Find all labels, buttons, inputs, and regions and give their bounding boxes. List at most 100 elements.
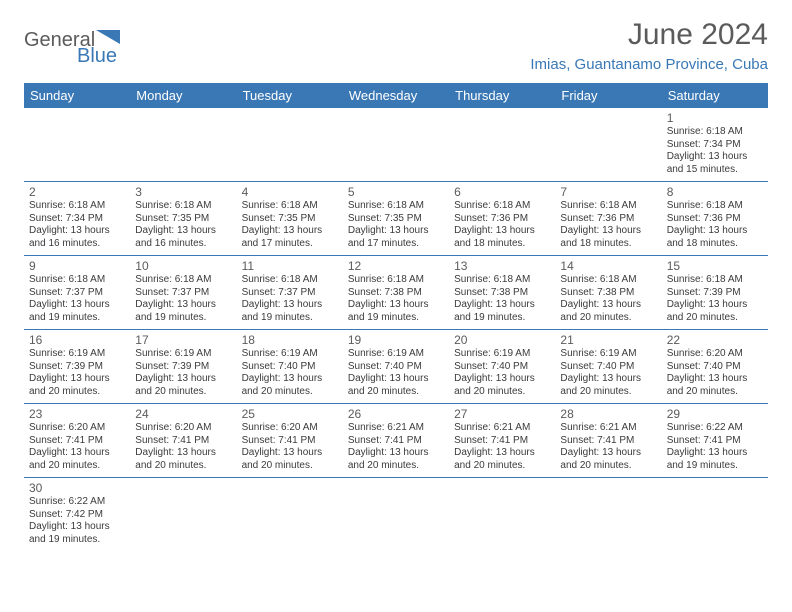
calendar-header-cell: Sunday (24, 83, 130, 108)
day-number: 4 (242, 185, 338, 199)
calendar-cell: 29Sunrise: 6:22 AMSunset: 7:41 PMDayligh… (662, 404, 768, 478)
calendar-cell: 12Sunrise: 6:18 AMSunset: 7:38 PMDayligh… (343, 256, 449, 330)
day-number: 18 (242, 333, 338, 347)
calendar-cell (343, 108, 449, 182)
day-info: Sunrise: 6:20 AMSunset: 7:41 PMDaylight:… (242, 422, 338, 472)
day-number: 14 (560, 259, 656, 273)
day-number: 9 (29, 259, 125, 273)
day-info: Sunrise: 6:18 AMSunset: 7:34 PMDaylight:… (667, 126, 763, 176)
day-info: Sunrise: 6:18 AMSunset: 7:39 PMDaylight:… (667, 274, 763, 324)
calendar-cell: 22Sunrise: 6:20 AMSunset: 7:40 PMDayligh… (662, 330, 768, 404)
day-info: Sunrise: 6:20 AMSunset: 7:40 PMDaylight:… (667, 348, 763, 398)
calendar-cell: 24Sunrise: 6:20 AMSunset: 7:41 PMDayligh… (130, 404, 236, 478)
calendar-header-cell: Monday (130, 83, 236, 108)
calendar-cell (130, 108, 236, 182)
day-number: 11 (242, 259, 338, 273)
calendar-cell: 20Sunrise: 6:19 AMSunset: 7:40 PMDayligh… (449, 330, 555, 404)
day-number: 16 (29, 333, 125, 347)
calendar-cell: 8Sunrise: 6:18 AMSunset: 7:36 PMDaylight… (662, 182, 768, 256)
calendar-cell: 9Sunrise: 6:18 AMSunset: 7:37 PMDaylight… (24, 256, 130, 330)
calendar-header-cell: Thursday (449, 83, 555, 108)
day-number: 8 (667, 185, 763, 199)
day-info: Sunrise: 6:20 AMSunset: 7:41 PMDaylight:… (29, 422, 125, 472)
calendar-header-cell: Wednesday (343, 83, 449, 108)
calendar-cell: 25Sunrise: 6:20 AMSunset: 7:41 PMDayligh… (237, 404, 343, 478)
calendar-cell: 4Sunrise: 6:18 AMSunset: 7:35 PMDaylight… (237, 182, 343, 256)
calendar-cell: 30Sunrise: 6:22 AMSunset: 7:42 PMDayligh… (24, 478, 130, 552)
day-number: 21 (560, 333, 656, 347)
day-info: Sunrise: 6:19 AMSunset: 7:39 PMDaylight:… (29, 348, 125, 398)
calendar-body: 1Sunrise: 6:18 AMSunset: 7:34 PMDaylight… (24, 108, 768, 551)
day-info: Sunrise: 6:19 AMSunset: 7:40 PMDaylight:… (560, 348, 656, 398)
day-info: Sunrise: 6:19 AMSunset: 7:40 PMDaylight:… (348, 348, 444, 398)
calendar-cell: 14Sunrise: 6:18 AMSunset: 7:38 PMDayligh… (555, 256, 661, 330)
day-number: 19 (348, 333, 444, 347)
calendar-table: SundayMondayTuesdayWednesdayThursdayFrid… (24, 83, 768, 551)
day-info: Sunrise: 6:18 AMSunset: 7:36 PMDaylight:… (667, 200, 763, 250)
day-info: Sunrise: 6:18 AMSunset: 7:35 PMDaylight:… (135, 200, 231, 250)
calendar-cell: 7Sunrise: 6:18 AMSunset: 7:36 PMDaylight… (555, 182, 661, 256)
calendar-cell: 19Sunrise: 6:19 AMSunset: 7:40 PMDayligh… (343, 330, 449, 404)
day-number: 5 (348, 185, 444, 199)
day-info: Sunrise: 6:19 AMSunset: 7:39 PMDaylight:… (135, 348, 231, 398)
calendar-cell: 18Sunrise: 6:19 AMSunset: 7:40 PMDayligh… (237, 330, 343, 404)
day-info: Sunrise: 6:18 AMSunset: 7:38 PMDaylight:… (348, 274, 444, 324)
day-info: Sunrise: 6:18 AMSunset: 7:36 PMDaylight:… (560, 200, 656, 250)
brand-logo: General Blue (24, 24, 154, 64)
day-info: Sunrise: 6:22 AMSunset: 7:41 PMDaylight:… (667, 422, 763, 472)
calendar-cell: 23Sunrise: 6:20 AMSunset: 7:41 PMDayligh… (24, 404, 130, 478)
calendar-cell: 28Sunrise: 6:21 AMSunset: 7:41 PMDayligh… (555, 404, 661, 478)
day-info: Sunrise: 6:22 AMSunset: 7:42 PMDaylight:… (29, 496, 125, 546)
calendar-cell: 27Sunrise: 6:21 AMSunset: 7:41 PMDayligh… (449, 404, 555, 478)
title-block: June 2024 Imias, Guantanamo Province, Cu… (530, 18, 768, 73)
day-info: Sunrise: 6:19 AMSunset: 7:40 PMDaylight:… (242, 348, 338, 398)
day-number: 30 (29, 481, 125, 495)
day-number: 25 (242, 407, 338, 421)
day-info: Sunrise: 6:20 AMSunset: 7:41 PMDaylight:… (135, 422, 231, 472)
day-info: Sunrise: 6:18 AMSunset: 7:37 PMDaylight:… (29, 274, 125, 324)
day-number: 23 (29, 407, 125, 421)
calendar-cell (24, 108, 130, 182)
day-number: 26 (348, 407, 444, 421)
calendar-cell (555, 108, 661, 182)
day-number: 17 (135, 333, 231, 347)
day-number: 24 (135, 407, 231, 421)
day-number: 1 (667, 111, 763, 125)
day-info: Sunrise: 6:21 AMSunset: 7:41 PMDaylight:… (348, 422, 444, 472)
day-number: 29 (667, 407, 763, 421)
calendar-cell: 13Sunrise: 6:18 AMSunset: 7:38 PMDayligh… (449, 256, 555, 330)
day-number: 20 (454, 333, 550, 347)
page-title: June 2024 (530, 18, 768, 52)
day-number: 6 (454, 185, 550, 199)
calendar-cell (555, 478, 661, 552)
day-number: 3 (135, 185, 231, 199)
calendar-cell: 3Sunrise: 6:18 AMSunset: 7:35 PMDaylight… (130, 182, 236, 256)
logo-text2: Blue (77, 45, 117, 64)
calendar-cell (130, 478, 236, 552)
calendar-cell (343, 478, 449, 552)
calendar-header-cell: Tuesday (237, 83, 343, 108)
logo-flag-icon (96, 30, 120, 44)
calendar-header: SundayMondayTuesdayWednesdayThursdayFrid… (24, 83, 768, 108)
day-info: Sunrise: 6:18 AMSunset: 7:34 PMDaylight:… (29, 200, 125, 250)
day-number: 28 (560, 407, 656, 421)
calendar-cell: 11Sunrise: 6:18 AMSunset: 7:37 PMDayligh… (237, 256, 343, 330)
calendar-cell: 2Sunrise: 6:18 AMSunset: 7:34 PMDaylight… (24, 182, 130, 256)
day-info: Sunrise: 6:18 AMSunset: 7:37 PMDaylight:… (242, 274, 338, 324)
day-info: Sunrise: 6:18 AMSunset: 7:38 PMDaylight:… (560, 274, 656, 324)
day-info: Sunrise: 6:21 AMSunset: 7:41 PMDaylight:… (560, 422, 656, 472)
day-info: Sunrise: 6:18 AMSunset: 7:35 PMDaylight:… (348, 200, 444, 250)
day-number: 27 (454, 407, 550, 421)
calendar-cell (237, 478, 343, 552)
day-info: Sunrise: 6:19 AMSunset: 7:40 PMDaylight:… (454, 348, 550, 398)
calendar-cell: 6Sunrise: 6:18 AMSunset: 7:36 PMDaylight… (449, 182, 555, 256)
day-number: 7 (560, 185, 656, 199)
day-info: Sunrise: 6:21 AMSunset: 7:41 PMDaylight:… (454, 422, 550, 472)
calendar-cell: 1Sunrise: 6:18 AMSunset: 7:34 PMDaylight… (662, 108, 768, 182)
calendar-cell (449, 108, 555, 182)
header-row: General Blue June 2024 Imias, Guantanamo… (24, 18, 768, 73)
page-subtitle: Imias, Guantanamo Province, Cuba (530, 56, 768, 73)
calendar-cell (662, 478, 768, 552)
day-number: 2 (29, 185, 125, 199)
day-info: Sunrise: 6:18 AMSunset: 7:36 PMDaylight:… (454, 200, 550, 250)
